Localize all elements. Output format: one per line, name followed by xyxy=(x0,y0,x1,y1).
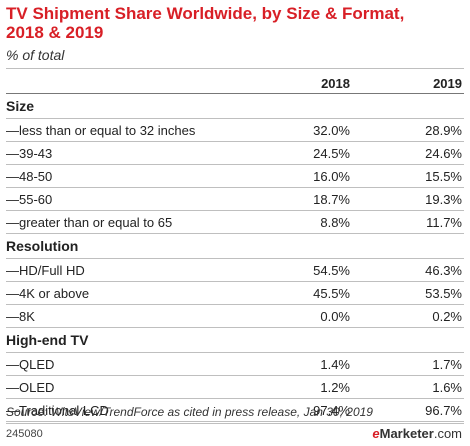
row-label: —less than or equal to 32 inches xyxy=(6,123,196,138)
table-row: —4K or above 45.5% 53.5% xyxy=(6,282,464,305)
emarketer-logo: eMarketer.com xyxy=(372,426,462,441)
value-2019: 11.7% xyxy=(426,215,462,230)
value-2018: 0.0% xyxy=(320,309,350,324)
section-header: Size xyxy=(6,94,464,119)
row-label: —OLED xyxy=(6,380,55,395)
footer-divider xyxy=(6,423,464,424)
value-2018: 45.5% xyxy=(313,286,350,301)
chart-id: 245080 xyxy=(6,428,43,440)
value-2018: 24.5% xyxy=(313,146,350,161)
value-2018: 54.5% xyxy=(313,263,350,278)
value-2018: 8.8% xyxy=(320,215,350,230)
value-2019: 53.5% xyxy=(425,286,462,301)
data-table: 2018 2019 Size —less than or equal to 32 … xyxy=(6,68,464,422)
row-label: —48-50 xyxy=(6,169,53,184)
table-row: —less than or equal to 32 inches 32.0% 28.… xyxy=(6,119,464,142)
row-label: —8K xyxy=(6,309,35,324)
table-row: —48-50 16.0% 15.5% xyxy=(6,165,464,188)
value-2019: 0.2% xyxy=(432,309,462,324)
table-row: —greater than or equal to 65 8.8% 11.7% xyxy=(6,211,464,234)
table-row: —8K 0.0% 0.2% xyxy=(6,305,464,328)
table-row: —Traditional LCD 97.4% 96.7% xyxy=(6,399,464,422)
chart-title: TV Shipment Share Worldwide, by Size & F… xyxy=(6,4,405,42)
chart-subtitle: % of total xyxy=(6,47,65,63)
value-2019: 28.9% xyxy=(425,123,462,138)
section-header: High-end TV xyxy=(6,328,464,353)
table-row: —39-43 24.5% 24.6% xyxy=(6,142,464,165)
column-header-2019: 2019 xyxy=(433,76,462,91)
table-row: —HD/Full HD 54.5% 46.3% xyxy=(6,259,464,282)
value-2018: 16.0% xyxy=(313,169,350,184)
row-label: —39-43 xyxy=(6,146,53,161)
row-label: —Traditional LCD xyxy=(6,403,109,418)
value-2018: 18.7% xyxy=(313,192,350,207)
value-2019: 24.6% xyxy=(425,146,462,161)
column-header-2018: 2018 xyxy=(321,76,350,91)
section-label: Size xyxy=(6,98,35,114)
value-2019: 46.3% xyxy=(425,263,462,278)
section-label: High-end TV xyxy=(6,332,89,348)
row-label: —55-60 xyxy=(6,192,53,207)
table-row: —QLED 1.4% 1.7% xyxy=(6,353,464,376)
table-row: —55-60 18.7% 19.3% xyxy=(6,188,464,211)
section-label: Resolution xyxy=(6,238,79,254)
value-2019: 1.6% xyxy=(432,380,462,395)
table-header: 2018 2019 xyxy=(6,68,464,94)
row-label: —4K or above xyxy=(6,286,90,301)
value-2018: 1.2% xyxy=(320,380,350,395)
row-label: —QLED xyxy=(6,357,55,372)
value-2019: 19.3% xyxy=(425,192,462,207)
value-2019: 1.7% xyxy=(432,357,462,372)
section-header: Resolution xyxy=(6,234,464,259)
value-2019: 96.7% xyxy=(425,403,462,418)
value-2018: 32.0% xyxy=(313,123,350,138)
row-label: —greater than or equal to 65 xyxy=(6,215,173,230)
value-2018: 97.4% xyxy=(313,403,350,418)
table-row: —OLED 1.2% 1.6% xyxy=(6,376,464,399)
row-label: —HD/Full HD xyxy=(6,263,85,278)
value-2019: 15.5% xyxy=(425,169,462,184)
value-2018: 1.4% xyxy=(320,357,350,372)
source-note: Source: WitsView/TrendForce as cited in … xyxy=(6,405,373,419)
